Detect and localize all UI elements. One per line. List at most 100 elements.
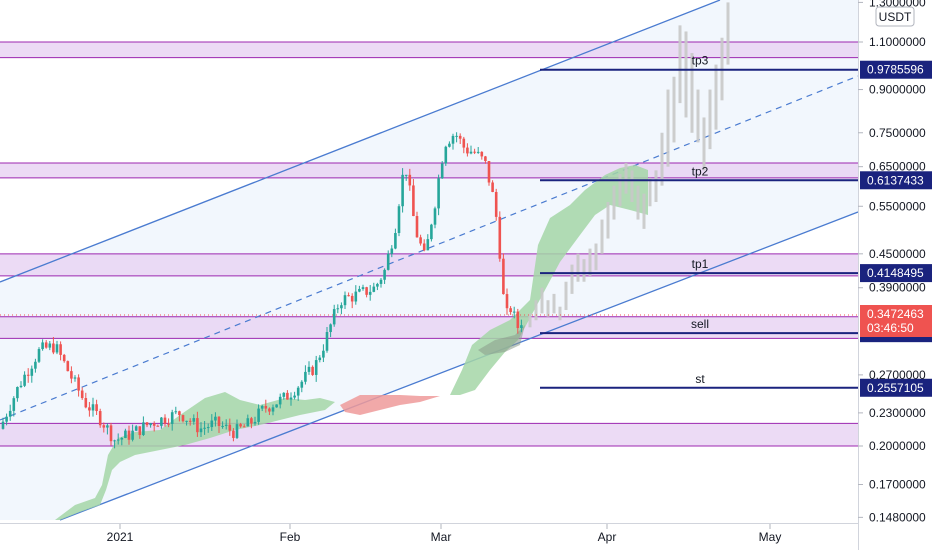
candle-body-39 xyxy=(142,422,145,435)
candle-body-127 xyxy=(458,135,462,139)
projection-bar-17 xyxy=(630,170,634,202)
ytick-label-12: 0.1480000 xyxy=(869,510,926,524)
candle-body-110 xyxy=(397,206,401,234)
projection-bar-25 xyxy=(678,25,682,104)
zone-1 xyxy=(0,163,858,178)
candle-body-87 xyxy=(314,360,318,375)
projection-bar-4 xyxy=(552,293,556,314)
candle-body-61 xyxy=(221,425,224,427)
candle-body-69 xyxy=(250,418,253,424)
ichimoku-cloud-green-2 xyxy=(450,165,648,395)
level-label-st: st xyxy=(695,372,705,386)
candle-body-21 xyxy=(77,377,80,391)
channel-lower-line xyxy=(59,211,859,521)
candle-body-73 xyxy=(264,405,268,409)
bar-countdown: 03:46:50 xyxy=(867,321,914,335)
candle-body-142 xyxy=(512,311,516,313)
currency-badge[interactable] xyxy=(875,6,915,27)
level-price-tp3: 0.9785596 xyxy=(867,63,924,77)
candle-body-44 xyxy=(160,417,163,426)
candle-body-3 xyxy=(12,398,16,411)
projection-bar-23 xyxy=(666,89,670,167)
candle-body-22 xyxy=(80,390,84,399)
candle-body-96 xyxy=(347,295,350,297)
candle-body-144 xyxy=(520,325,523,329)
candle-body-75 xyxy=(271,407,275,412)
candle-body-105 xyxy=(379,279,383,284)
candle-body-49 xyxy=(178,411,181,416)
projection-bar-16 xyxy=(624,163,628,194)
candle-body-76 xyxy=(275,404,278,408)
candle-body-124 xyxy=(448,143,451,147)
level-badge-st xyxy=(860,378,932,397)
candle-body-15 xyxy=(55,344,59,353)
projection-bar-7 xyxy=(570,264,574,294)
candle-body-122 xyxy=(440,163,444,179)
price-axis[interactable]: 1.3000000 1.1000000 0.9000000 0.7500000 0.65… xyxy=(858,0,926,524)
candle-body-120 xyxy=(433,208,437,225)
candle-body-17 xyxy=(62,354,66,362)
candle-body-138 xyxy=(498,216,502,259)
candle-body-4 xyxy=(16,386,19,399)
candle-body-119 xyxy=(430,224,433,240)
projection-bar-5 xyxy=(558,306,562,321)
xtick-label-1: Feb xyxy=(280,530,301,544)
candle-body-62 xyxy=(224,424,228,426)
candle-body-108 xyxy=(390,248,394,254)
candle-body-130 xyxy=(469,151,473,154)
candle-body-86 xyxy=(311,366,314,375)
xtick-label-3: Apr xyxy=(598,530,617,544)
candle-body-113 xyxy=(408,174,412,186)
candle-body-101 xyxy=(365,287,368,295)
candle-body-26 xyxy=(95,404,98,412)
projection-bar-20 xyxy=(648,177,652,207)
candle-body-47 xyxy=(170,412,174,424)
candle-body-40 xyxy=(145,422,149,426)
candle-body-1 xyxy=(5,416,8,422)
xtick-label-4: May xyxy=(759,530,782,544)
candle-body-74 xyxy=(268,408,271,412)
ytick-label-11: 0.1700000 xyxy=(869,478,926,492)
ichimoku-cloud-red xyxy=(340,395,440,415)
candle-body-90 xyxy=(325,332,329,351)
candle-body-100 xyxy=(361,287,365,289)
time-axis[interactable]: 2021 Feb Mar Apr May xyxy=(107,524,782,544)
candle-body-141 xyxy=(509,308,512,313)
projection-bar-29 xyxy=(702,117,706,171)
candle-body-104 xyxy=(376,283,379,287)
level-price-st: 0.2557105 xyxy=(867,381,924,395)
projection-bar-33 xyxy=(726,2,730,65)
projection-bar-13 xyxy=(606,201,610,239)
candle-body-59 xyxy=(214,416,217,421)
zone-0 xyxy=(0,42,858,58)
candle-body-92 xyxy=(332,309,336,325)
candle-body-121 xyxy=(437,178,440,209)
candle-body-135 xyxy=(487,161,491,183)
projection-bar-11 xyxy=(594,243,598,271)
candle-body-80 xyxy=(289,397,293,400)
projection-bar-12 xyxy=(600,219,604,254)
candle-body-63 xyxy=(228,424,232,431)
candle-body-82 xyxy=(296,387,300,396)
projection-bar-1 xyxy=(534,300,538,321)
candle-body-51 xyxy=(185,420,188,422)
current-price-value: 0.3472463 xyxy=(867,307,924,321)
candle-body-42 xyxy=(152,423,156,426)
candle-body-20 xyxy=(73,377,77,379)
currency-label: USDT xyxy=(879,10,912,24)
candle-body-13 xyxy=(48,343,52,348)
candle-body-128 xyxy=(462,138,466,148)
candle-body-83 xyxy=(300,381,304,388)
level-badge-tp2 xyxy=(860,171,932,190)
projection-bar-30 xyxy=(708,89,712,150)
candle-body-28 xyxy=(102,425,106,428)
projection-bar-2 xyxy=(540,287,544,314)
channel-upper-line xyxy=(0,0,721,283)
candle-body-33 xyxy=(120,437,124,440)
candle-body-81 xyxy=(293,395,296,398)
candle-body-5 xyxy=(19,385,23,387)
projection-bar-3 xyxy=(546,300,550,317)
candle-body-140 xyxy=(505,294,509,309)
candle-body-107 xyxy=(386,253,390,270)
